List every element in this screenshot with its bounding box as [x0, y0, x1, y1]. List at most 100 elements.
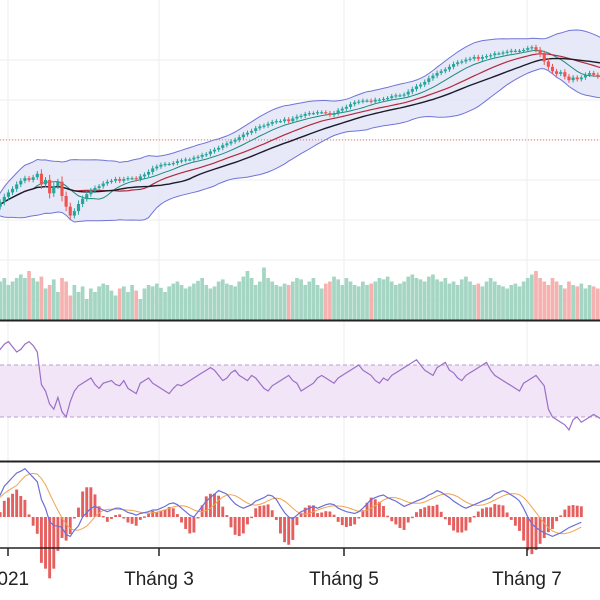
- candle-body: [398, 95, 402, 97]
- volume-bar: [567, 281, 571, 320]
- candle-body: [142, 174, 147, 177]
- histogram-bar: [89, 487, 93, 517]
- volume-bar: [47, 285, 52, 320]
- candle-body: [550, 66, 555, 72]
- histogram-bar: [398, 517, 402, 528]
- candle-body: [406, 91, 410, 95]
- candle-body: [175, 161, 179, 164]
- histogram-bar: [217, 495, 221, 517]
- candle-body: [451, 64, 456, 67]
- volume-bar: [591, 286, 596, 320]
- histogram-bar: [180, 517, 183, 523]
- volume-bar: [303, 285, 308, 320]
- histogram-bar: [526, 517, 530, 551]
- volume-bar: [595, 288, 600, 320]
- volume-bar: [171, 283, 176, 320]
- volume-bar: [562, 288, 567, 320]
- volume-bar: [365, 285, 369, 320]
- candle-body: [299, 115, 303, 117]
- volume-bar: [381, 279, 386, 320]
- candle-body: [81, 198, 85, 205]
- volume-bar: [72, 285, 77, 320]
- candle-body: [109, 180, 114, 183]
- histogram-bar: [307, 505, 311, 517]
- histogram-bar: [250, 516, 254, 519]
- histogram-bar: [23, 499, 27, 517]
- histogram-bar: [138, 517, 142, 520]
- histogram-bar: [233, 517, 237, 535]
- volume-bar: [43, 288, 48, 320]
- price-pane[interactable]: [0, 29, 600, 223]
- histogram-bar: [101, 516, 105, 518]
- candle-body: [200, 154, 204, 157]
- histogram-bar: [229, 517, 233, 528]
- volume-bar: [323, 283, 328, 320]
- volume-bar: [117, 288, 122, 320]
- volume-bar: [488, 278, 493, 320]
- candle-body: [188, 159, 192, 161]
- volume-bar: [348, 281, 353, 320]
- macd-histogram: [0, 487, 583, 579]
- bollinger-upper-line: [0, 29, 600, 195]
- histogram-bar: [134, 517, 138, 526]
- volume-bar: [426, 276, 431, 320]
- candle-body: [241, 134, 245, 138]
- candle-body: [179, 160, 184, 162]
- candle-body: [254, 128, 258, 131]
- volume-bar: [414, 278, 419, 320]
- volume-bar: [336, 279, 341, 320]
- rsi-pane[interactable]: [0, 340, 600, 432]
- histogram-bar: [382, 506, 385, 517]
- histogram-bar: [522, 517, 526, 541]
- histogram-bar: [151, 510, 155, 517]
- candle-body: [517, 50, 522, 52]
- histogram-bar: [35, 517, 39, 534]
- volume-bar: [443, 278, 448, 320]
- candle-body: [460, 61, 464, 63]
- volume-pane[interactable]: [0, 267, 600, 321]
- candle-body: [233, 139, 237, 142]
- candle-body: [118, 179, 122, 181]
- histogram-bar: [567, 505, 571, 517]
- volume-bar: [431, 274, 435, 320]
- histogram-bar: [485, 507, 488, 517]
- histogram-bar: [204, 496, 208, 517]
- histogram-bar: [530, 517, 534, 555]
- volume-bar: [476, 283, 481, 320]
- histogram-bar: [241, 517, 245, 534]
- candle-body: [39, 173, 43, 185]
- histogram-bar: [77, 507, 80, 517]
- histogram-bar: [287, 517, 291, 545]
- histogram-bar: [118, 514, 122, 517]
- histogram-bar: [497, 504, 501, 517]
- candle-body: [52, 186, 56, 194]
- volume-bar: [361, 281, 365, 320]
- time-label: Tháng 7: [492, 569, 562, 590]
- candle-body: [212, 149, 217, 152]
- volume-bar: [389, 281, 394, 320]
- histogram-bar: [188, 517, 192, 534]
- histogram-bar: [274, 517, 278, 520]
- candle-body: [373, 99, 377, 102]
- volume-bar: [76, 292, 81, 320]
- candle-body: [410, 89, 414, 92]
- candle-body: [258, 126, 262, 129]
- volume-bar: [484, 281, 489, 320]
- volume-bar: [35, 281, 40, 320]
- histogram-bar: [410, 516, 414, 519]
- histogram-bar: [208, 493, 212, 517]
- candle-body: [10, 188, 15, 193]
- volume-bar: [80, 286, 85, 320]
- histogram-bar: [19, 496, 23, 517]
- histogram-bar: [328, 511, 332, 517]
- volume-bar: [56, 292, 60, 320]
- histogram-bar: [332, 514, 336, 517]
- volume-bar: [175, 281, 180, 320]
- candle-body: [324, 112, 328, 114]
- macd-pane[interactable]: [0, 467, 583, 579]
- candle-body: [6, 192, 10, 197]
- candle-body: [48, 179, 52, 194]
- volume-bar: [410, 274, 415, 320]
